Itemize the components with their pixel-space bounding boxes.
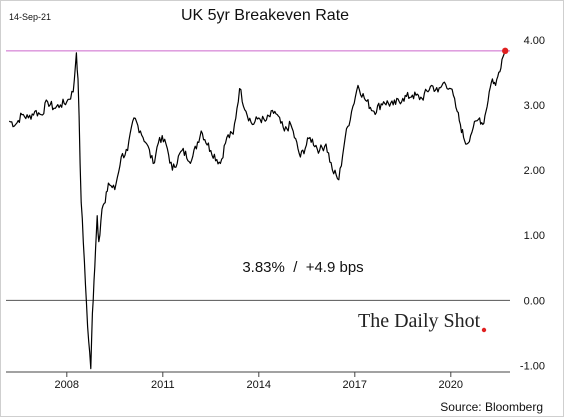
x-tick-label: 2014 bbox=[247, 379, 271, 391]
source-note: Source: Bloomberg bbox=[440, 400, 543, 414]
date-stamp: 14-Sep-21 bbox=[9, 12, 51, 22]
chart-title: UK 5yr Breakeven Rate bbox=[181, 7, 349, 24]
series-line bbox=[8, 50, 506, 370]
x-tick-label: 2017 bbox=[343, 379, 367, 391]
plot-area: 4.00 3.00 2.00 1.00 0.00 -1.00 2008 2011 2014 201… bbox=[6, 35, 545, 391]
y-tick-label: 1.00 bbox=[524, 230, 545, 242]
y-tick-label: 2.00 bbox=[524, 165, 545, 177]
y-tick-label: 3.00 bbox=[524, 100, 545, 112]
last-value-point bbox=[502, 47, 509, 55]
y-tick-label: 0.00 bbox=[524, 295, 545, 307]
daily-shot-logo: The Daily Shot bbox=[358, 310, 481, 332]
logo-dot bbox=[481, 327, 487, 333]
x-tick-label: 2008 bbox=[55, 379, 79, 391]
y-tick-label: -1.00 bbox=[520, 360, 545, 372]
x-tick-label: 2020 bbox=[439, 379, 463, 391]
x-tick-label: 2011 bbox=[151, 379, 175, 391]
value-annotation: 3.83% / +4.9 bps bbox=[242, 259, 363, 276]
y-tick-label: 4.00 bbox=[524, 35, 545, 47]
